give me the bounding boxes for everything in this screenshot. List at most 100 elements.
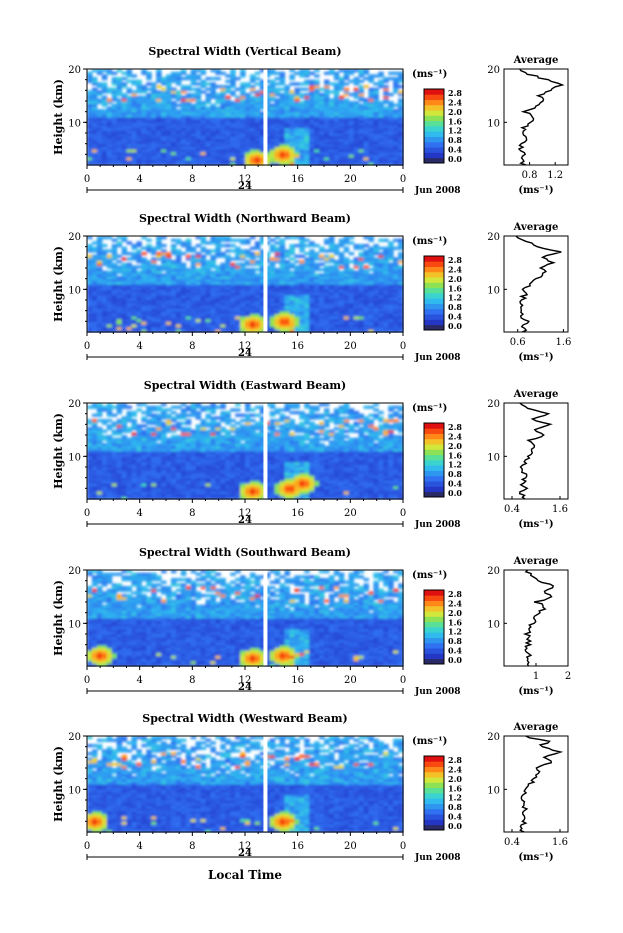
heatmap-cell: [191, 88, 197, 91]
heatmap-cell: [215, 85, 221, 88]
heatmap-cell: [280, 93, 286, 96]
heatmap-cell: [220, 263, 226, 266]
heatmap-cell: [206, 88, 212, 91]
heatmap-cell: [151, 247, 157, 250]
heatmap-cell: [245, 82, 251, 85]
heatmap-cell: [136, 80, 142, 83]
heatmap-cell: [383, 77, 389, 80]
heatmap-cell: [215, 77, 221, 80]
heatmap-cell: [275, 98, 281, 101]
heatmap-cell: [319, 268, 325, 271]
heatmap-cell: [122, 82, 128, 85]
heatmap-cell: [206, 77, 212, 80]
heatmap-cell: [309, 249, 315, 252]
heatmap-cell: [314, 244, 320, 247]
heatmap-cell: [161, 88, 167, 91]
heatmap-cell: [97, 82, 103, 85]
panel-1: Spectral Width (Vertical Beam)2010Height…: [52, 45, 568, 196]
heatmap-cell: [131, 80, 137, 83]
heatmap-cell: [294, 260, 300, 263]
heatmap-cell: [102, 96, 108, 99]
x-tick-label: 16: [291, 341, 304, 352]
heatmap-cell: [87, 255, 93, 258]
heatmap-cell: [250, 268, 256, 271]
heatmap-cell: [181, 241, 187, 244]
heatmap-cell: [329, 265, 335, 268]
heatmap-cell: [230, 244, 236, 247]
heatmap-cell: [378, 252, 384, 255]
heatmap-cell: [235, 263, 241, 266]
heatmap-cell: [359, 252, 365, 255]
heatmap-cell: [107, 106, 113, 109]
colorbar-swatch: [424, 100, 444, 106]
heatmap-cell: [299, 88, 305, 91]
heatmap-cell: [161, 273, 167, 276]
heatmap-cell: [141, 252, 147, 255]
heatmap-cell: [186, 93, 192, 96]
heatmap-cell: [299, 82, 305, 85]
heatmap-cell: [304, 239, 310, 242]
heatmap-cell: [359, 244, 365, 247]
heatmap-cell: [215, 106, 221, 109]
heatmap-cell: [354, 88, 360, 91]
heatmap-cell: [275, 77, 281, 80]
heatmap-cell: [146, 82, 152, 85]
heatmap-cell: [354, 271, 360, 274]
heatmap-cell: [92, 255, 98, 258]
heatmap-cell: [368, 247, 374, 250]
colorbar-swatch: [424, 126, 444, 132]
colorbar-swatch: [424, 267, 444, 273]
panel-2: Spectral Width (Northward Beam)2010Heigh…: [52, 212, 571, 363]
heatmap-cell: [112, 77, 118, 80]
heatmap-cell: [275, 247, 281, 250]
heatmap-cell: [107, 255, 113, 258]
heatmap-cell: [161, 77, 167, 80]
heatmap-cell: [225, 85, 231, 88]
heatmap-cell: [289, 244, 295, 247]
heatmap-cell: [181, 77, 187, 80]
colorbar-tick-label: 0.0: [448, 154, 462, 164]
heatmap-cell: [245, 268, 251, 271]
heatmap-cell: [393, 247, 399, 250]
heatmap: [87, 403, 404, 500]
heatmap-cell: [329, 98, 335, 101]
heatmap-cell: [112, 88, 118, 91]
heatmap-cell: [339, 252, 345, 255]
heatmap-cell: [319, 273, 325, 276]
average-title: Average: [513, 55, 559, 66]
heatmap-cell: [141, 85, 147, 88]
heatmap-cell: [339, 271, 345, 274]
heatmap-cell: [329, 90, 335, 93]
heatmap-cell: [378, 72, 384, 75]
heatmap-cell: [334, 260, 340, 263]
heatmap-cell: [176, 239, 182, 242]
heatmap-cell: [156, 265, 162, 268]
heatmap-cell: [378, 80, 384, 83]
heatmap-cell: [309, 80, 315, 83]
heatmap-cell: [255, 77, 261, 80]
colorbar-swatch: [424, 256, 444, 262]
heatmap-cell: [122, 77, 128, 80]
heatmap-cell: [383, 247, 389, 250]
heatmap-cell: [270, 80, 276, 83]
heatmap-cell: [122, 247, 128, 250]
heatmap-cell: [225, 255, 231, 258]
colorbar-swatch: [424, 131, 444, 137]
heatmap-cell: [146, 260, 152, 263]
colorbar-swatch: [424, 94, 444, 100]
heatmap-cell: [275, 82, 281, 85]
x-tick-label: 0: [400, 174, 406, 185]
heatmap-cell: [136, 241, 142, 244]
heatmap-cell: [324, 72, 330, 75]
heatmap-cell: [319, 263, 325, 266]
heatmap-cell: [294, 72, 300, 75]
heatmap-cell: [102, 271, 108, 274]
heatmap-cell: [210, 271, 216, 274]
heatmap-cell: [136, 249, 142, 252]
average-frame: [504, 236, 568, 332]
date-label: Jun 2008: [414, 353, 461, 363]
heatmap: [87, 236, 404, 333]
heatmap-cell: [107, 88, 113, 91]
heatmap-cell: [117, 276, 123, 279]
heatmap-cell: [240, 263, 246, 266]
